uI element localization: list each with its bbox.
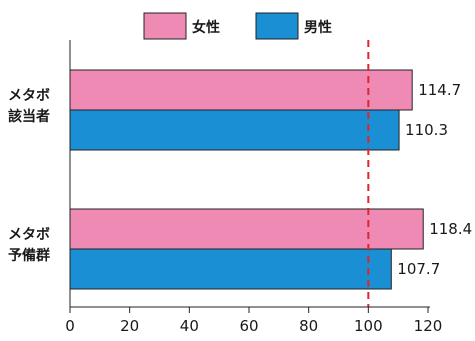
legend-label-female: 女性 — [192, 19, 220, 36]
category-label-1-1: 予備群 — [8, 247, 50, 264]
bar-male-1 — [69, 248, 392, 290]
legend: 女性 男性 — [143, 12, 332, 40]
axes: 0 20 40 60 80 100 120 — [65, 40, 442, 335]
data-label-male-1: 107.7 — [397, 260, 440, 278]
x-tick-label-40: 40 — [180, 317, 199, 335]
legend-label-male: 男性 — [304, 19, 332, 36]
bar-female-0 — [69, 69, 413, 111]
x-tick-label-20: 20 — [120, 317, 139, 335]
bar-female-1 — [69, 208, 424, 250]
bars — [69, 69, 424, 290]
category-label-1-0: メタボ — [8, 227, 50, 243]
x-tick-label-100: 100 — [354, 317, 383, 335]
data-label-female-0: 114.7 — [418, 81, 461, 99]
data-label-female-1: 118.4 — [429, 220, 472, 238]
legend-swatch-male — [255, 12, 299, 40]
x-tick-label-60: 60 — [239, 317, 258, 335]
x-tick-label-120: 120 — [414, 317, 443, 335]
category-label-0-1: 該当者 — [8, 108, 50, 125]
data-label-male-0: 110.3 — [405, 121, 448, 139]
category-label-0-0: メタボ — [8, 88, 50, 104]
bar-male-0 — [69, 109, 400, 151]
x-tick-label-0: 0 — [65, 317, 75, 335]
x-tick-label-80: 80 — [299, 317, 318, 335]
legend-swatch-female — [143, 12, 187, 40]
